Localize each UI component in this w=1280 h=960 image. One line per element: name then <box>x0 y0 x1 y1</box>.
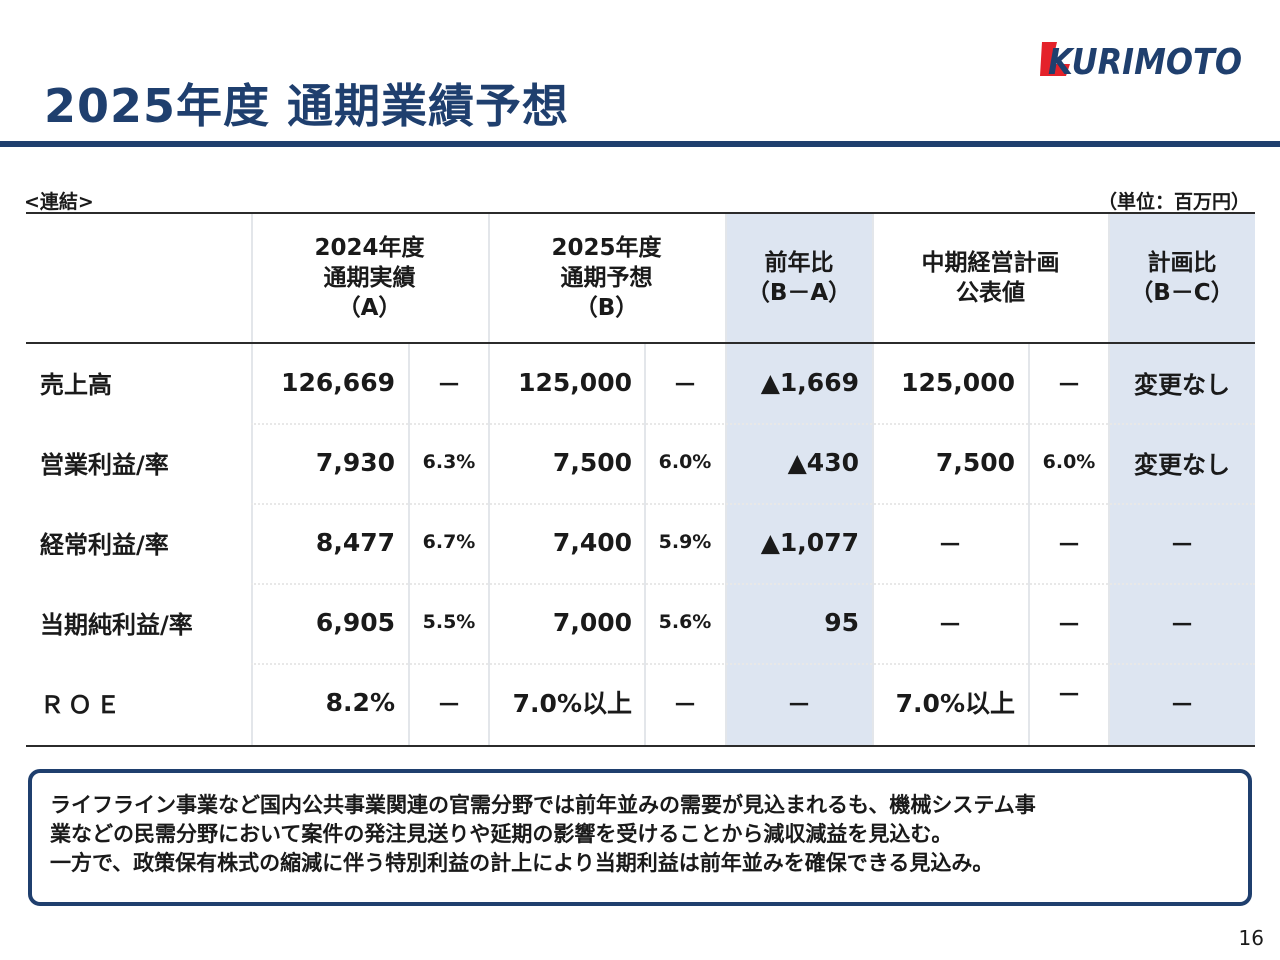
cell-plan-value: － <box>938 530 962 559</box>
cell-a-value: 126,669 <box>281 367 395 397</box>
cell-a-pct: － <box>437 370 461 399</box>
row-separator <box>251 423 1255 425</box>
page-number: 16 <box>1238 926 1264 950</box>
cell-plan-pct: － <box>1057 610 1081 639</box>
cell-plan-pct: 6.0% <box>1042 451 1096 473</box>
logo-text: KURIMOTO <box>1048 42 1242 80</box>
cell-plan-diff: 変更なし <box>1134 370 1230 399</box>
cell-a-value: 6,905 <box>315 607 395 637</box>
header-line: （B） <box>574 295 639 321</box>
cell-a-value: 8,477 <box>315 527 395 557</box>
column-divider <box>408 344 410 745</box>
header-line: 通期予想 <box>560 265 653 291</box>
commentary-line: ライフライン事業など国内公共事業関連の官需分野では前年並みの需要が見込まれるも、… <box>50 793 1036 817</box>
column-divider <box>1108 214 1110 745</box>
cell-plan-pct: － <box>1057 370 1081 399</box>
cell-a-value: 8.2% <box>325 687 395 717</box>
cell-diff: 95 <box>824 607 859 637</box>
column-divider <box>872 214 874 745</box>
header-line: （B－A） <box>746 280 852 306</box>
cell-diff: － <box>787 690 811 719</box>
row-separator <box>251 663 1255 665</box>
commentary-line: 業などの民需分野において案件の発注見送りや延期の影響を受けることから減収減益を見… <box>50 822 953 846</box>
cell-a-pct: － <box>437 690 461 719</box>
cell-plan-value: － <box>938 610 962 639</box>
cell-b-value: 125,000 <box>518 367 632 397</box>
header-line: 計画比 <box>1147 250 1217 276</box>
cell-b-value: 7.0%以上 <box>512 689 632 718</box>
cell-diff: ▲1,669 <box>760 367 859 397</box>
commentary-box: ライフライン事業など国内公共事業関連の官需分野では前年並みの需要が見込まれるも、… <box>28 769 1252 906</box>
row-label-sales: 売上高 <box>40 370 112 399</box>
column-divider <box>644 344 646 745</box>
cell-a-pct: 6.3% <box>422 451 476 473</box>
header-line: 前年比 <box>764 250 834 276</box>
header-line: 中期経営計画 <box>921 250 1060 276</box>
logo-red-accent <box>1040 42 1070 76</box>
cell-diff: ▲430 <box>787 447 859 477</box>
plan-diff-column-highlight <box>1109 214 1255 745</box>
cell-b-pct: － <box>673 690 697 719</box>
forecast-table: 2024年度 通期実績 （A） 2025年度 通期予想 （B） 前年比 （B－A… <box>26 212 1255 747</box>
title-underline <box>0 141 1280 147</box>
column-divider <box>488 214 490 745</box>
row-label-net-income: 当期純利益/率 <box>40 610 193 639</box>
row-separator <box>251 503 1255 505</box>
unit-label: （単位：百万円） <box>1097 191 1250 213</box>
commentary-line: 一方で、政策保有株式の縮減に伴う特別利益の計上により当期利益は前年並みを確保でき… <box>50 851 994 875</box>
cell-b-value: 7,500 <box>552 447 632 477</box>
table-bottom-border <box>26 745 1255 747</box>
page-title: 2025年度 通期業績予想 <box>44 79 570 133</box>
cell-b-pct: 5.9% <box>658 531 712 553</box>
cell-plan-pct: － <box>1057 530 1081 559</box>
kurimoto-logo: KURIMOTO <box>1040 42 1242 80</box>
row-separator <box>251 583 1255 585</box>
row-label-roe: ＲＯＥ <box>40 690 124 719</box>
header-plan-diff: 計画比 （B－C） <box>1109 214 1255 342</box>
cell-plan-diff: － <box>1170 530 1194 559</box>
header-yoy-diff: 前年比 （B－A） <box>725 214 873 342</box>
cell-plan-diff: 変更なし <box>1134 450 1230 479</box>
cell-b-value: 7,400 <box>552 527 632 557</box>
cell-a-pct: 5.5% <box>422 611 476 633</box>
cell-plan-value: 125,000 <box>901 367 1015 397</box>
header-line: 公表値 <box>956 280 1025 306</box>
row-label-operating-income: 営業利益/率 <box>40 450 169 479</box>
header-line: （A） <box>337 295 402 321</box>
cell-a-pct: 6.7% <box>422 531 476 553</box>
cell-a-value: 7,930 <box>315 447 395 477</box>
cell-b-pct: － <box>673 370 697 399</box>
cell-plan-diff: － <box>1170 690 1194 719</box>
column-divider <box>725 214 727 745</box>
consolidated-label: <連結> <box>24 191 94 213</box>
table-top-border <box>26 212 1255 214</box>
row-label-ordinary-income: 経常利益/率 <box>40 530 169 559</box>
cell-b-pct: 5.6% <box>658 611 712 633</box>
cell-b-value: 7,000 <box>552 607 632 637</box>
cell-plan-pct: － <box>1057 680 1081 709</box>
header-fy2024-actual: 2024年度 通期実績 （A） <box>251 214 488 342</box>
cell-plan-diff: － <box>1170 610 1194 639</box>
header-line: 通期実績 <box>323 265 416 291</box>
header-line: （B－C） <box>1130 280 1234 306</box>
cell-plan-value: 7,500 <box>935 447 1015 477</box>
header-midterm-plan: 中期経営計画 公表値 <box>872 214 1109 342</box>
diff-column-highlight <box>725 214 873 745</box>
cell-plan-value: 7.0%以上 <box>895 689 1015 718</box>
cell-b-pct: 6.0% <box>658 451 712 473</box>
header-line: 2024年度 <box>314 235 425 261</box>
header-bottom-border <box>26 342 1255 344</box>
column-divider <box>1028 344 1030 745</box>
header-fy2025-forecast: 2025年度 通期予想 （B） <box>488 214 725 342</box>
header-line: 2025年度 <box>551 235 662 261</box>
cell-diff: ▲1,077 <box>760 527 859 557</box>
column-divider <box>251 214 253 745</box>
